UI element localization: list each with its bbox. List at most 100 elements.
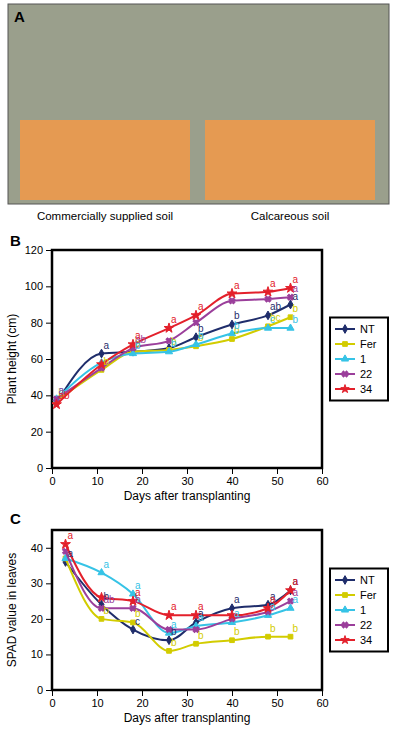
significance-letter: a [270,594,276,605]
y-tick: 100 [25,280,52,292]
legend-label: 1 [360,353,366,365]
plot-frame [52,530,322,690]
legend-label: 22 [360,368,372,380]
y-tick: 120 [25,244,52,256]
x-tick-label: 40 [226,697,238,709]
series-marker [266,634,271,639]
legend-label: 22 [360,619,372,631]
legend-box [330,569,388,652]
legend-label: Fer [360,589,377,601]
photo-panel: ACommercially supplied soilCalcareous so… [8,4,389,222]
significance-letter: a [270,278,276,289]
y-tick: 20 [31,613,52,625]
x-axis: 0 10 20 30 40 50 60 [49,690,328,709]
y-tick: 60 [31,353,52,365]
y-tick: 40 [31,389,52,401]
y-tick: 30 [31,577,52,589]
y-axis-title: SPAD value in leaves [5,553,19,668]
significance-letter: a [198,612,204,623]
x-tick-label: 10 [91,697,103,709]
significance-letter: a [234,594,240,605]
x-tick: 0 [49,690,55,709]
legend-label: NT [360,574,375,586]
x-tick-label: 30 [181,475,193,487]
x-tick-label: 40 [226,475,238,487]
significance-letter: b [293,623,299,634]
significance-letter: b [171,637,177,648]
significance-letter: a [171,601,177,612]
photo-caption: Commercially supplied soil [37,210,173,222]
plot-area [52,283,295,409]
significance-letter: c [270,314,275,325]
y-tick-label: 120 [25,244,43,256]
significance-letter: a [104,559,110,570]
legend-marker [342,325,347,334]
significance-letter: a [104,340,110,351]
y-axis: 010203040 [31,531,53,697]
significance-letter: a [135,587,141,598]
significance-letter: b [171,338,177,349]
pot [20,120,190,200]
y-tick: 20 [31,426,52,438]
significance-letter: a [198,301,204,312]
photo-caption: Calcareous soil [251,210,330,222]
significance-letter: ab [59,390,71,401]
y-tick-label: 20 [31,426,43,438]
x-tick-label: 0 [49,697,55,709]
series-marker [230,337,235,342]
y-axis: 0 20 40 60 80 100 120 [25,244,53,474]
chart: B0102030405060020406080100120Days after … [5,232,388,503]
y-tick-label: 100 [25,280,43,292]
legend-label: Fer [360,338,377,350]
significance-letter: a [234,608,240,619]
significance-letter: b [104,356,110,367]
x-tick-label: 60 [316,475,328,487]
x-tick-label: 50 [271,475,283,487]
legend-label: 34 [360,634,372,646]
series-line [57,328,291,399]
series-line [66,544,291,615]
series-line [57,305,291,403]
x-tick-label: 50 [271,697,283,709]
significance-letter: a [293,587,299,598]
y-tick-label: 20 [31,613,43,625]
legend-box [330,318,388,401]
x-tick: 60 [316,468,328,487]
significance-letter: b [198,330,204,341]
x-tick: 60 [316,690,328,709]
series-marker [288,634,293,639]
x-tick: 30 [181,690,193,709]
series-marker [230,638,235,643]
y-axis-title: Plant height (cm) [5,314,19,405]
significance-letter: a [234,280,240,291]
series-line [57,288,291,404]
significance-letter: b [293,303,299,314]
x-axis-title: Days after transplanting [124,711,251,725]
x-tick: 50 [271,468,283,487]
chart: C0102030405060010203040Days after transp… [5,510,388,725]
figure: ACommercially supplied soilCalcareous so… [0,0,397,736]
significance-letter: a [293,576,299,587]
significance-letter: b [135,608,141,619]
legend-marker [342,576,347,585]
x-tick: 10 [91,468,103,487]
x-tick: 30 [181,468,193,487]
legend-label: 1 [360,604,366,616]
x-tick-label: 10 [91,475,103,487]
x-tick: 20 [136,690,148,709]
series-line [66,558,291,633]
series-line [66,562,291,640]
x-axis: 0102030405060 [49,468,328,487]
series-line [57,317,291,401]
significance-letter: a [68,530,74,541]
y-tick: 80 [31,317,52,329]
y-tick-label: 80 [31,317,43,329]
series-line [66,551,291,629]
y-tick: 0 [37,462,52,474]
x-tick-label: 20 [136,475,148,487]
annotations: abcbaaaabbbbbbbaaaaaaaabbaaaaaaa [68,530,299,648]
photo [8,4,389,204]
x-tick-label: 20 [136,697,148,709]
pot [205,120,375,200]
y-tick-label: 40 [31,542,43,554]
